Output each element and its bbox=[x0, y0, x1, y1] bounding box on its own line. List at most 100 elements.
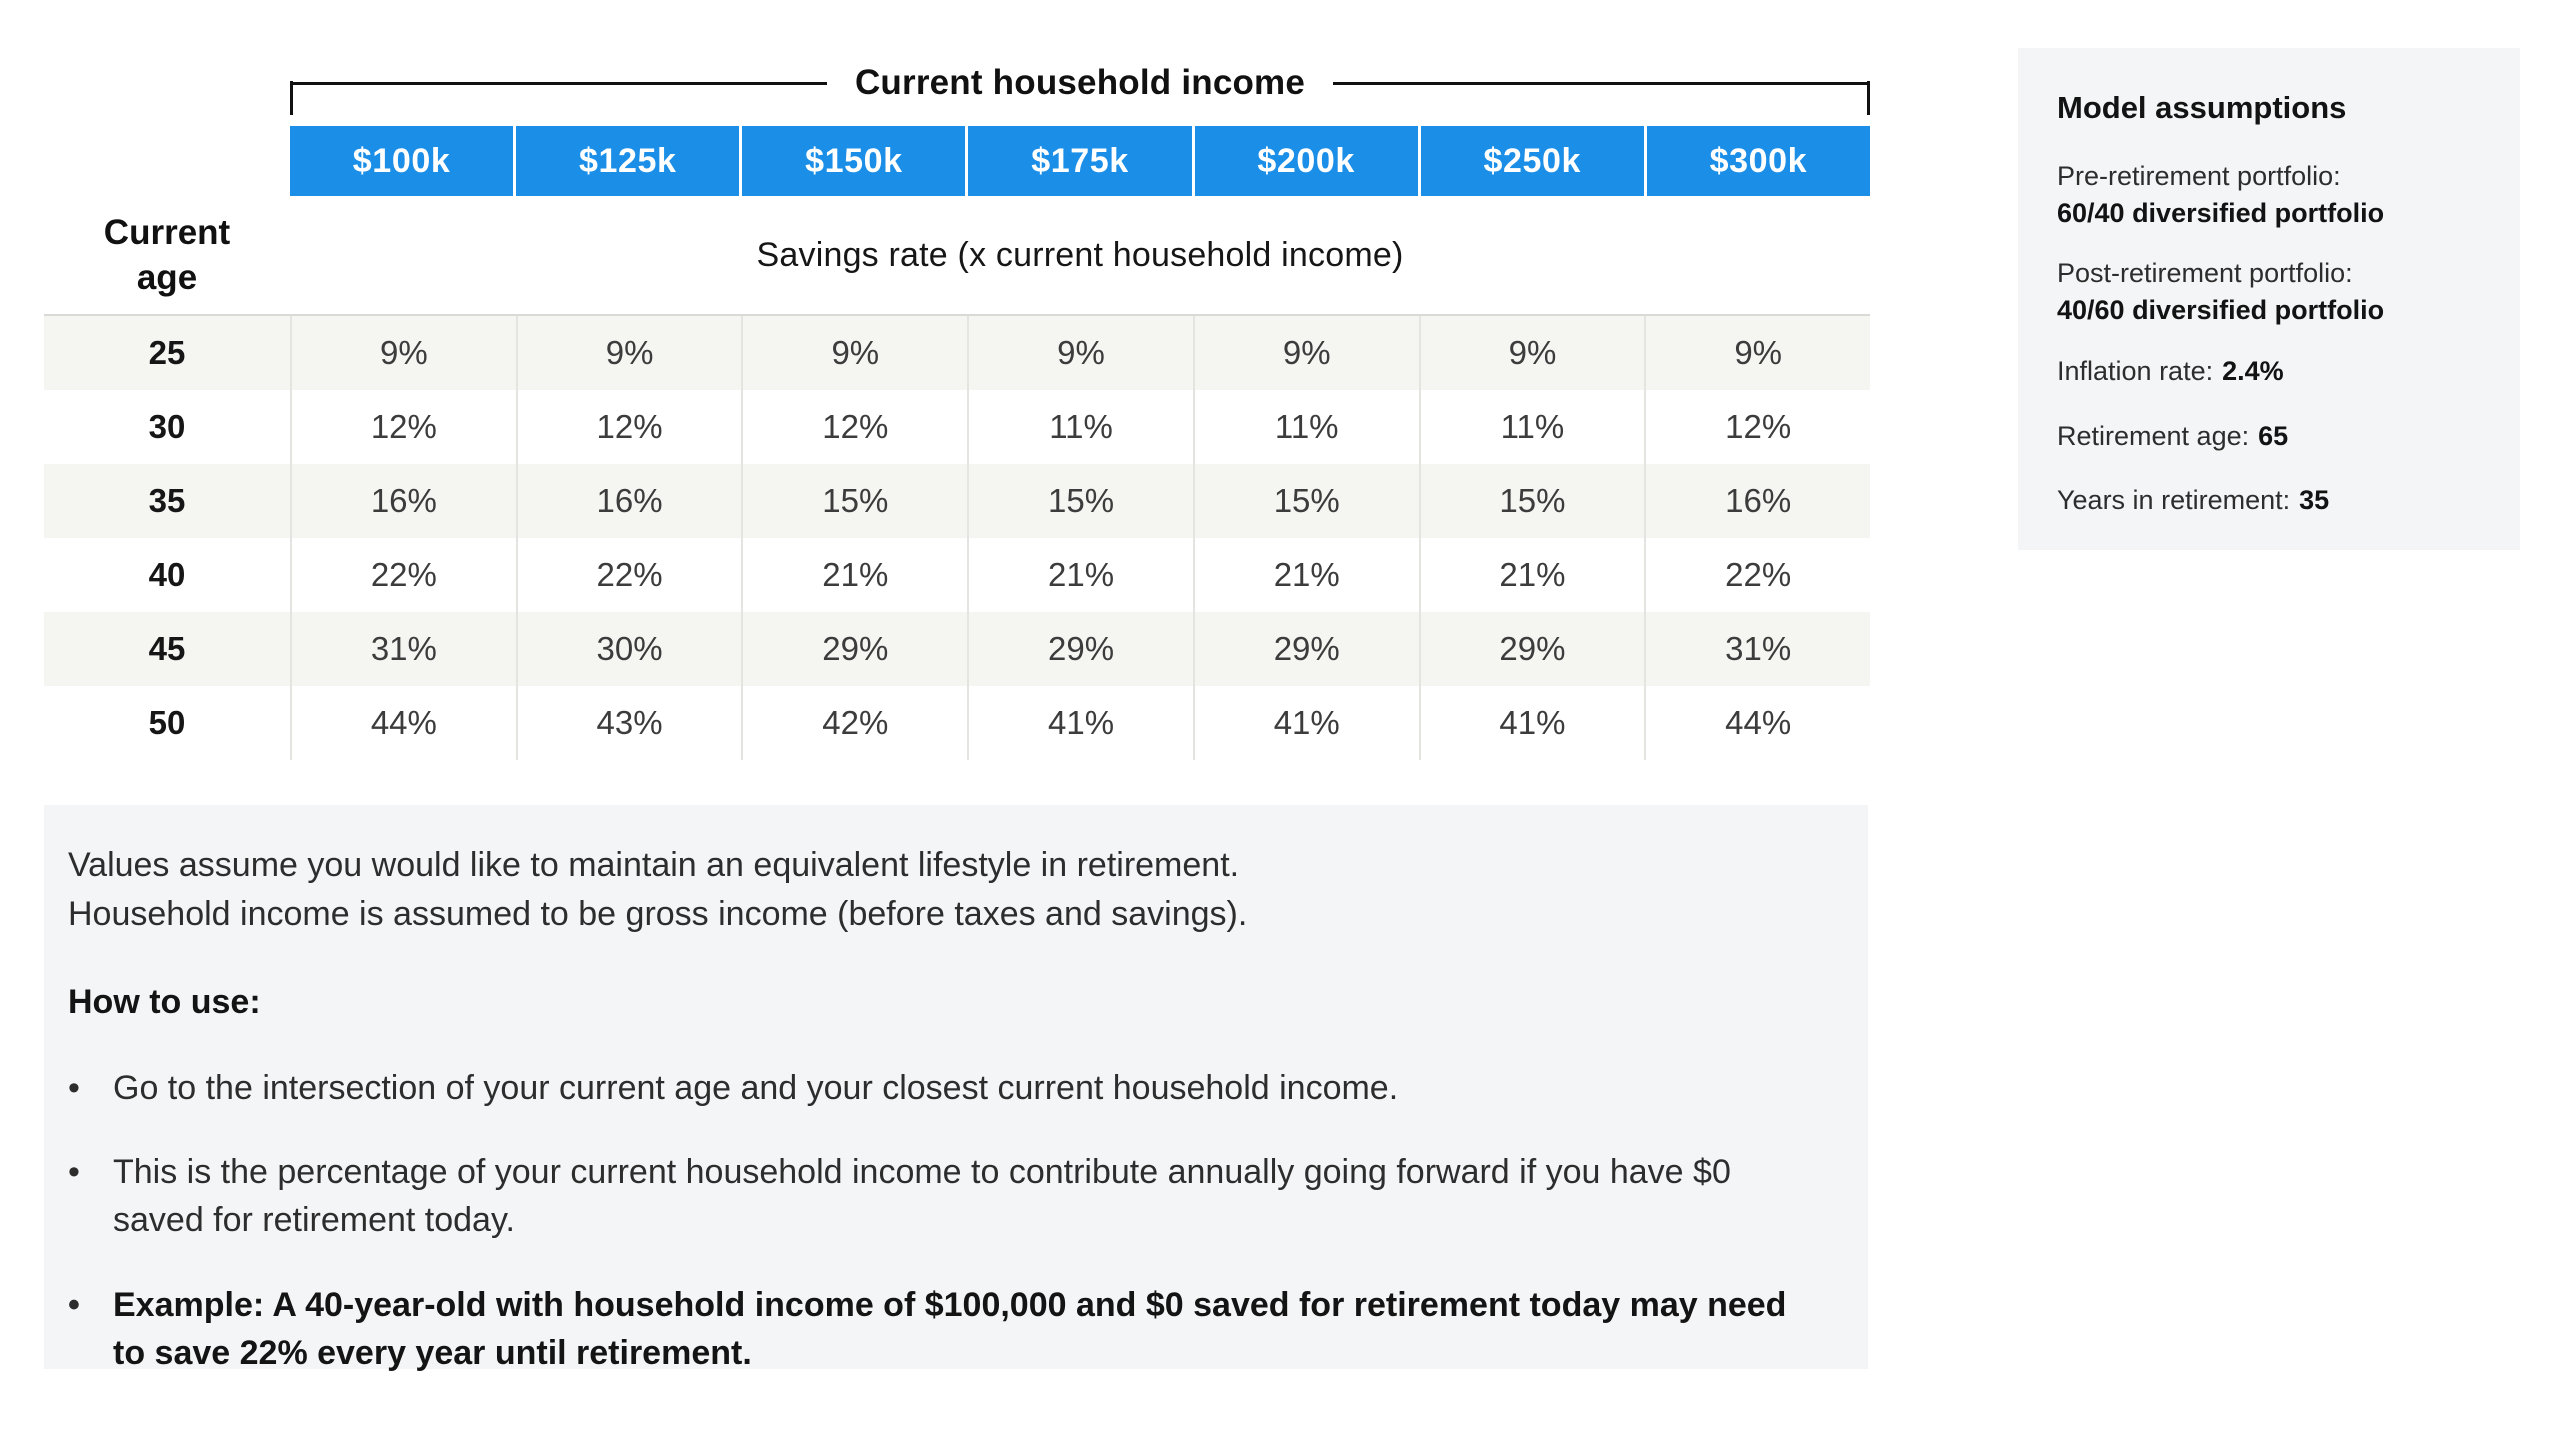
table-row: 30 12% 12% 12% 11% 11% 11% 12% bbox=[44, 390, 1870, 464]
table-row: 35 16% 16% 15% 15% 15% 15% 16% bbox=[44, 464, 1870, 538]
bullet-text: Go to the intersection of your current a… bbox=[113, 1068, 1399, 1107]
rate-cell: 9% bbox=[741, 316, 967, 390]
rate-cell: 44% bbox=[1644, 686, 1870, 760]
rate-cell: 44% bbox=[290, 686, 516, 760]
assumption-item: Years in retirement: 35 bbox=[2057, 482, 2486, 519]
table-row: 45 31% 30% 29% 29% 29% 29% 31% bbox=[44, 612, 1870, 686]
table-row: 40 22% 22% 21% 21% 21% 21% 22% bbox=[44, 538, 1870, 612]
bullet-icon: • bbox=[68, 1285, 80, 1324]
rate-cell: 11% bbox=[967, 390, 1193, 464]
notes-intro-line: Values assume you would like to maintain… bbox=[68, 846, 1240, 884]
rate-cell: 9% bbox=[1644, 316, 1870, 390]
income-column-header: $200k bbox=[1194, 126, 1418, 196]
rate-cell: 12% bbox=[741, 390, 967, 464]
rate-cell: 15% bbox=[1192, 464, 1419, 538]
rate-cell: 21% bbox=[741, 538, 967, 612]
income-bracket: Current household income bbox=[290, 60, 1870, 115]
rate-cell: 29% bbox=[1192, 612, 1419, 686]
table-row: 25 9% 9% 9% 9% 9% 9% 9% bbox=[44, 316, 1870, 390]
assumption-label: Post-retirement portfolio: bbox=[2057, 258, 2353, 289]
rate-cell: 9% bbox=[290, 316, 516, 390]
income-column-header: $100k bbox=[290, 126, 514, 196]
age-cell: 40 bbox=[148, 556, 186, 593]
rate-cell: 30% bbox=[515, 612, 742, 686]
savings-rate-header: Savings rate (x current household income… bbox=[756, 235, 1404, 274]
rate-cell: 15% bbox=[741, 464, 967, 538]
assumption-value: 35 bbox=[2299, 485, 2330, 516]
bracket-line-left bbox=[290, 81, 827, 85]
rate-cell: 29% bbox=[1418, 612, 1645, 686]
list-item: • Go to the intersection of your current… bbox=[68, 1064, 1812, 1112]
rate-cell: 21% bbox=[1418, 538, 1645, 612]
age-cell: 35 bbox=[148, 482, 186, 519]
rate-cell: 41% bbox=[1418, 686, 1645, 760]
assumption-item: Post-retirement portfolio: 40/60 diversi… bbox=[2057, 255, 2486, 328]
assumption-value: 65 bbox=[2258, 420, 2289, 451]
rate-cell: 22% bbox=[1644, 538, 1870, 612]
income-column-header: $150k bbox=[742, 126, 966, 196]
rate-cell: 21% bbox=[1192, 538, 1419, 612]
income-column-header: $175k bbox=[968, 126, 1192, 196]
rate-cell: 12% bbox=[290, 390, 516, 464]
rate-cell: 21% bbox=[967, 538, 1193, 612]
savings-rate-table: Current household income $100k $125k $15… bbox=[44, 60, 1870, 760]
table-row: 50 44% 43% 42% 41% 41% 41% 44% bbox=[44, 686, 1870, 760]
how-to-use-heading: How to use: bbox=[68, 982, 261, 1021]
income-bracket-title: Current household income bbox=[854, 63, 1306, 102]
age-cell: 50 bbox=[148, 704, 186, 741]
assumption-item: Inflation rate: 2.4% bbox=[2057, 353, 2486, 390]
assumption-label: Inflation rate: bbox=[2057, 355, 2214, 386]
income-column-header: $300k bbox=[1646, 126, 1870, 196]
rate-cell: 16% bbox=[290, 464, 516, 538]
rate-cell: 9% bbox=[1192, 316, 1419, 390]
assumption-value: 40/60 diversified portfolio bbox=[2057, 295, 2385, 326]
assumption-value: 60/40 diversified portfolio bbox=[2057, 197, 2385, 228]
table-body: 25 9% 9% 9% 9% 9% 9% 9% 30 12% 12% 12% 1… bbox=[44, 314, 1870, 760]
rate-cell: 31% bbox=[290, 612, 516, 686]
bracket-line-right bbox=[1333, 81, 1870, 85]
rate-cell: 11% bbox=[1418, 390, 1645, 464]
rate-cell: 9% bbox=[1418, 316, 1645, 390]
rate-cell: 29% bbox=[967, 612, 1193, 686]
rate-cell: 16% bbox=[1644, 464, 1870, 538]
assumption-label: Retirement age: bbox=[2057, 420, 2250, 451]
assumption-value: 2.4% bbox=[2222, 355, 2284, 386]
rate-cell: 9% bbox=[967, 316, 1193, 390]
rate-cell: 29% bbox=[741, 612, 967, 686]
table-subheader-row: Current age Savings rate (x current hous… bbox=[44, 196, 1870, 314]
bullet-text: Example: A 40-year-old with household in… bbox=[113, 1285, 1787, 1372]
assumption-item: Pre-retirement portfolio: 60/40 diversif… bbox=[2057, 158, 2486, 231]
bullet-icon: • bbox=[68, 1153, 80, 1192]
assumption-label: Pre-retirement portfolio: bbox=[2057, 161, 2341, 191]
bullet-text: This is the percentage of your current h… bbox=[113, 1153, 1731, 1240]
list-item: • This is the percentage of your current… bbox=[68, 1148, 1812, 1245]
income-column-header: $250k bbox=[1420, 126, 1644, 196]
rate-cell: 16% bbox=[515, 464, 742, 538]
panel-title: Model assumptions bbox=[2057, 90, 2347, 125]
rate-cell: 15% bbox=[967, 464, 1193, 538]
rate-cell: 41% bbox=[967, 686, 1193, 760]
rate-cell: 43% bbox=[515, 686, 742, 760]
rate-cell: 41% bbox=[1192, 686, 1419, 760]
rate-cell: 42% bbox=[741, 686, 967, 760]
rate-cell: 11% bbox=[1192, 390, 1419, 464]
rate-cell: 31% bbox=[1644, 612, 1870, 686]
assumption-label: Years in retirement: bbox=[2057, 485, 2291, 516]
age-cell: 45 bbox=[148, 630, 186, 667]
bullet-icon: • bbox=[68, 1068, 80, 1107]
current-age-header: Current age bbox=[103, 212, 231, 298]
rate-cell: 12% bbox=[515, 390, 742, 464]
rate-cell: 12% bbox=[1644, 390, 1870, 464]
rate-cell: 22% bbox=[290, 538, 516, 612]
rate-cell: 15% bbox=[1418, 464, 1645, 538]
list-item-example: • Example: A 40-year-old with household … bbox=[68, 1281, 1812, 1378]
rate-cell: 22% bbox=[515, 538, 742, 612]
age-cell: 25 bbox=[148, 334, 186, 371]
how-to-use-list: • Go to the intersection of your current… bbox=[68, 1064, 1812, 1377]
model-assumptions-panel: Model assumptions Pre-retirement portfol… bbox=[2018, 48, 2520, 550]
income-column-header: $125k bbox=[516, 126, 740, 196]
notes-panel: Values assume you would like to maintain… bbox=[44, 805, 1868, 1372]
age-cell: 30 bbox=[148, 408, 186, 445]
income-header-row: $100k $125k $150k $175k $200k $250k $300… bbox=[290, 126, 1870, 196]
